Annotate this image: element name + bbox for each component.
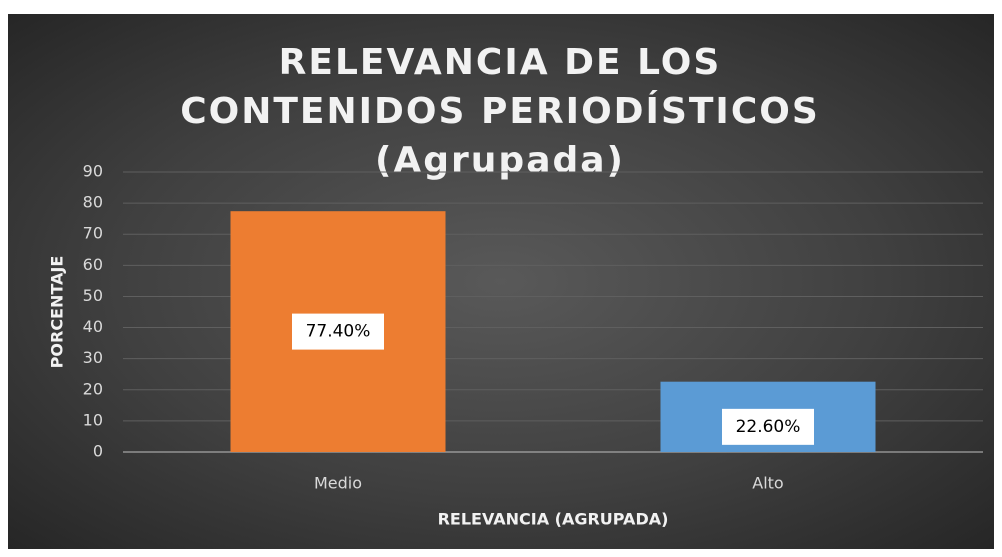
y-tick-label: 40 xyxy=(83,317,103,336)
chart-title: RELEVANCIA DE LOS CONTENIDOS PERIODÍSTIC… xyxy=(180,42,820,181)
y-tick-label: 60 xyxy=(83,255,103,274)
data-label: 22.60% xyxy=(736,417,801,437)
y-tick-label: 30 xyxy=(83,348,103,367)
y-tick-label: 0 xyxy=(93,442,103,461)
y-tick-label: 80 xyxy=(83,193,103,212)
y-tick-label: 90 xyxy=(83,162,103,181)
y-tick-label: 10 xyxy=(83,410,103,429)
chart-background xyxy=(8,14,994,549)
data-label: 77.40% xyxy=(306,322,371,342)
y-tick-label: 20 xyxy=(83,379,103,398)
x-tick-label: Medio xyxy=(314,474,362,493)
y-tick-label: 50 xyxy=(83,286,103,305)
y-tick-label: 70 xyxy=(83,224,103,243)
data-label-box xyxy=(292,313,384,350)
data-label-box xyxy=(722,408,814,445)
x-axis-label: RELEVANCIA (AGRUPADA) xyxy=(438,510,669,529)
y-axis-label: PORCENTAJE xyxy=(48,256,67,369)
x-tick-label: Alto xyxy=(752,474,783,493)
